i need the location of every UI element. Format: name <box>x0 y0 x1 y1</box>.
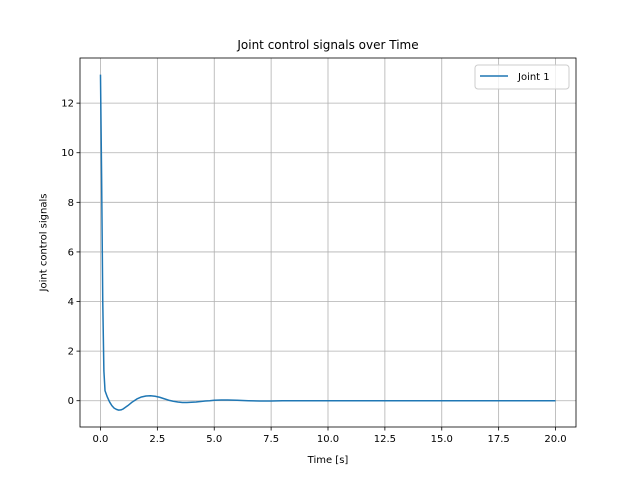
x-tick-label: 0.0 <box>93 434 109 445</box>
x-tick-label: 5.0 <box>206 434 222 445</box>
y-tick-label: 10 <box>61 148 74 159</box>
y-tick-label: 6 <box>68 247 74 258</box>
y-axis: 0 2 4 6 8 10 12 <box>61 99 80 407</box>
legend: Joint 1 <box>474 64 570 90</box>
y-tick-label: 12 <box>61 99 74 110</box>
legend-box <box>474 64 570 90</box>
x-tick-label: 2.5 <box>149 434 165 445</box>
y-tick-label: 4 <box>68 297 74 308</box>
x-tick-label: 12.5 <box>374 434 396 445</box>
x-tick-label: 10.0 <box>317 434 339 445</box>
legend-label-joint-1: Joint 1 <box>517 72 550 83</box>
x-axis-label: Time [s] <box>307 455 349 466</box>
y-axis-label: Joint control signals <box>39 194 50 293</box>
y-tick-label: 0 <box>68 396 74 407</box>
x-tick-label: 20.0 <box>544 434 566 445</box>
y-tick-label: 2 <box>68 347 74 358</box>
x-axis: 0.0 2.5 5.0 7.5 10.0 12.5 15.0 17.5 20.0 <box>93 427 567 445</box>
x-tick-label: 15.0 <box>431 434 453 445</box>
series-line-1 <box>99 74 556 411</box>
x-tick-label: 7.5 <box>263 434 279 445</box>
y-tick-label: 8 <box>68 198 74 209</box>
series-layer <box>99 74 556 411</box>
chart-title: Joint control signals over Time <box>236 38 418 52</box>
x-tick-label: 17.5 <box>488 434 510 445</box>
